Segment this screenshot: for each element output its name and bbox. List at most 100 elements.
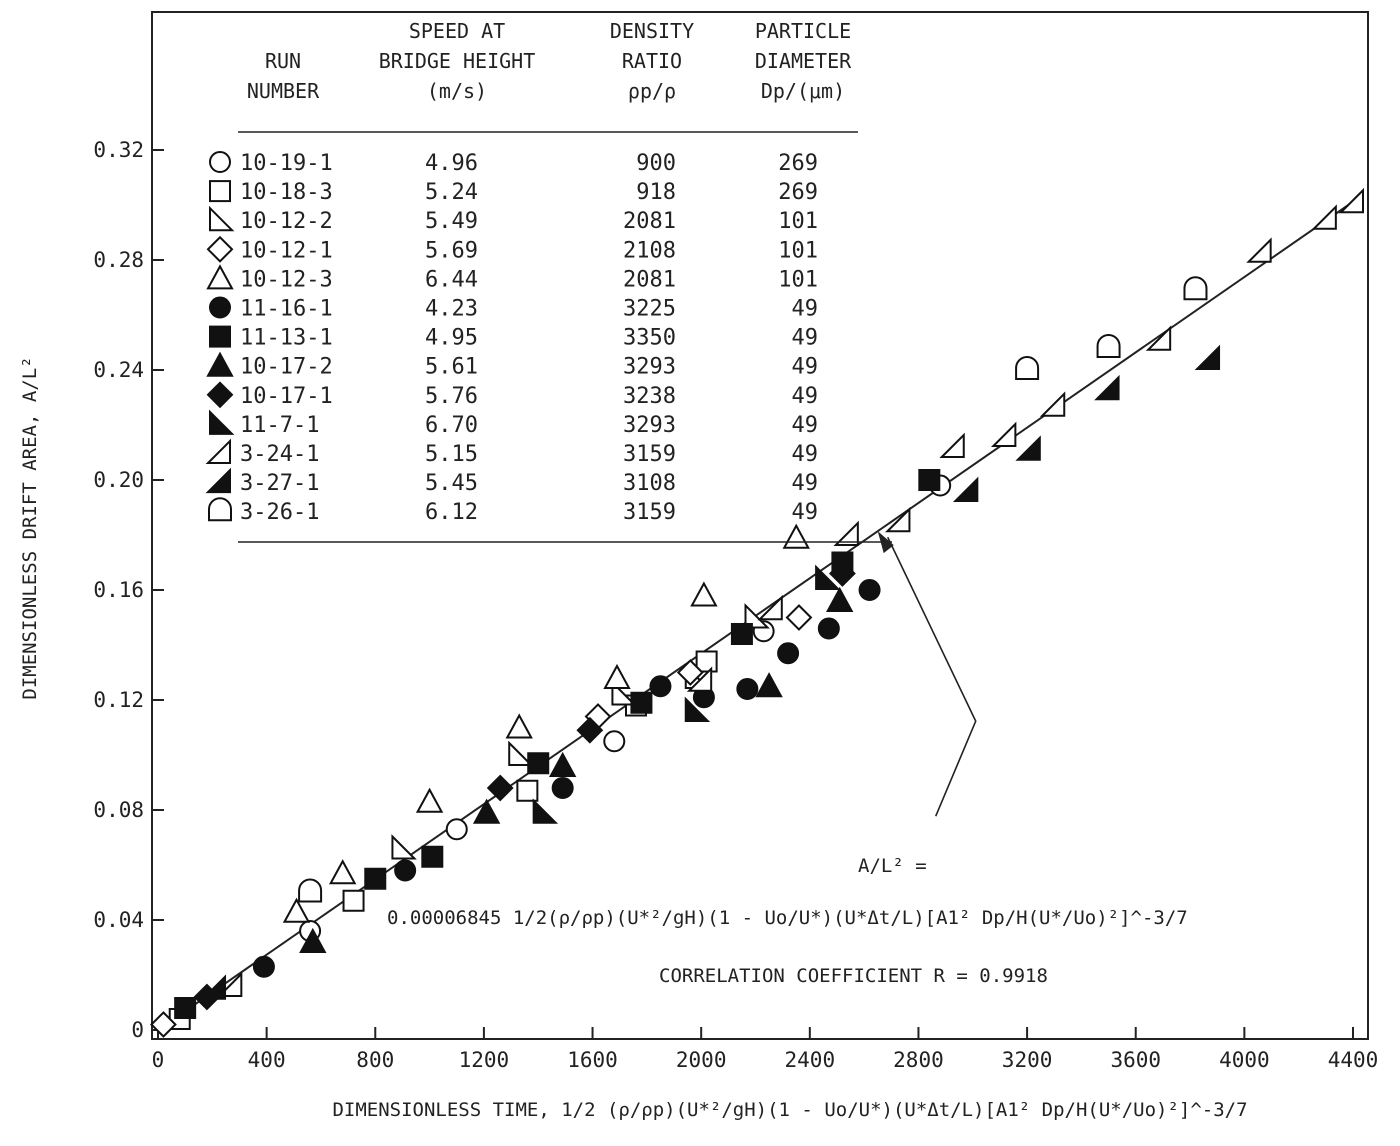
legend-row: 10-19-1 4.96 900 269 xyxy=(209,151,818,176)
legend-row: 10-12-1 5.69 2108 101 xyxy=(206,235,818,263)
data-point xyxy=(782,523,810,549)
legend-marker xyxy=(209,409,235,435)
legend-row: 10-18-3 5.24 918 269 xyxy=(209,180,818,205)
legend-header-density: ρp/ρ xyxy=(628,79,676,103)
x-tick-label: 400 xyxy=(248,1048,286,1072)
data-point xyxy=(298,878,323,903)
data-point xyxy=(952,476,979,502)
legend-header-speed: BRIDGE HEIGHT xyxy=(379,49,536,73)
data-point xyxy=(649,675,672,698)
data-point xyxy=(755,672,783,698)
x-tick-label: 3600 xyxy=(1110,1048,1161,1072)
legend-marker xyxy=(209,151,231,173)
legend-run-number: 3-27-1 xyxy=(240,471,319,496)
y-tick-label: 0.12 xyxy=(93,688,144,712)
data-point xyxy=(472,798,501,824)
data-point xyxy=(939,432,965,458)
data-point xyxy=(757,594,783,621)
legend-run-number: 10-12-2 xyxy=(240,209,333,234)
legend-run-number: 10-17-2 xyxy=(240,355,333,380)
legend-run-number: 10-12-3 xyxy=(240,267,333,292)
data-point xyxy=(1039,391,1066,417)
legend-density-ratio: 918 xyxy=(636,180,676,205)
data-point xyxy=(690,581,718,607)
legend-marker xyxy=(206,381,234,409)
legend-header-run: RUN xyxy=(265,49,301,73)
y-tick-label: 0.04 xyxy=(93,908,144,932)
data-point xyxy=(576,716,604,744)
x-tick-label: 2800 xyxy=(893,1048,944,1072)
data-point xyxy=(505,713,533,739)
y-tick-label: 0.32 xyxy=(93,138,144,162)
legend-run-number: 11-13-1 xyxy=(240,326,333,351)
legend-speed: 5.76 xyxy=(425,384,478,409)
legend-speed: 5.69 xyxy=(425,238,478,263)
data-point xyxy=(676,659,704,686)
legend-density-ratio: 3159 xyxy=(623,500,676,525)
legend-density-ratio: 2081 xyxy=(623,267,676,292)
data-point xyxy=(736,678,759,700)
legend-density-ratio: 3159 xyxy=(623,442,676,467)
legend-density-ratio: 900 xyxy=(636,151,676,176)
data-point xyxy=(1311,204,1337,230)
legend-marker xyxy=(205,438,231,464)
data-point xyxy=(777,642,800,665)
legend-density-ratio: 3108 xyxy=(623,471,676,496)
legend-marker xyxy=(205,467,231,494)
legend-header-density: RATIO xyxy=(622,49,682,73)
legend-speed: 6.70 xyxy=(425,413,478,438)
data-point xyxy=(1094,374,1120,401)
legend-marker xyxy=(206,264,234,290)
x-tick-label: 4000 xyxy=(1219,1048,1270,1072)
legend-particle-diameter: 49 xyxy=(792,471,819,496)
data-point xyxy=(815,564,841,590)
legend-header-run: NUMBER xyxy=(247,79,320,103)
legend-row: 10-12-2 5.49 2081 101 xyxy=(209,205,818,234)
legend-row: 10-12-3 6.44 2081 101 xyxy=(206,264,818,292)
legend-header-density: DENSITY xyxy=(610,19,694,43)
legend-density-ratio: 3238 xyxy=(623,384,676,409)
legend-particle-diameter: 101 xyxy=(778,209,818,234)
series-10-17-2 xyxy=(299,586,854,953)
x-tick-label: 2000 xyxy=(676,1048,727,1072)
correlation-coefficient: CORRELATION COEFFICIENT R = 0.9918 xyxy=(659,965,1048,987)
series-3-27-1 xyxy=(200,344,1221,1000)
x-tick-label: 0 xyxy=(152,1048,165,1072)
data-point xyxy=(695,650,718,673)
legend-row: 11-7-1 6.70 3293 49 xyxy=(209,409,818,438)
data-point xyxy=(1145,325,1172,351)
series-11-13-1 xyxy=(174,469,941,1019)
data-point xyxy=(826,586,854,612)
legend-run-number: 11-7-1 xyxy=(240,413,319,438)
legend-particle-diameter: 49 xyxy=(792,355,819,380)
data-point xyxy=(684,696,711,722)
legend-marker xyxy=(209,325,231,348)
data-point xyxy=(1338,187,1364,214)
series-3-26-1 xyxy=(298,276,1208,903)
data-point xyxy=(1096,334,1121,358)
data-point xyxy=(527,752,550,775)
legend-run-number: 10-17-1 xyxy=(240,384,333,409)
legend-particle-diameter: 49 xyxy=(792,326,819,351)
legend-speed: 5.45 xyxy=(425,471,478,496)
legend-header-speed: SPEED AT xyxy=(409,19,505,43)
data-point xyxy=(785,604,813,631)
legend-row: 11-16-1 4.23 3225 49 xyxy=(209,296,819,322)
legend-run-number: 10-19-1 xyxy=(240,151,333,176)
legend-density-ratio: 3293 xyxy=(623,355,676,380)
data-point xyxy=(328,859,357,885)
data-point xyxy=(828,560,856,587)
data-point xyxy=(282,897,311,923)
legend-density-ratio: 2108 xyxy=(623,238,676,263)
legend-particle-diameter: 49 xyxy=(792,384,819,409)
legend-run-number: 3-26-1 xyxy=(240,500,319,525)
plot-frame xyxy=(151,11,1369,1040)
legend-particle-diameter: 49 xyxy=(792,297,819,322)
legend-run-number: 11-16-1 xyxy=(240,297,333,322)
data-point xyxy=(150,1011,177,1038)
data-point xyxy=(551,777,574,799)
legend-particle-diameter: 269 xyxy=(778,180,818,205)
data-point xyxy=(1246,237,1272,263)
data-point xyxy=(174,997,197,1019)
legend-row: 10-17-1 5.76 3238 49 xyxy=(206,381,819,409)
